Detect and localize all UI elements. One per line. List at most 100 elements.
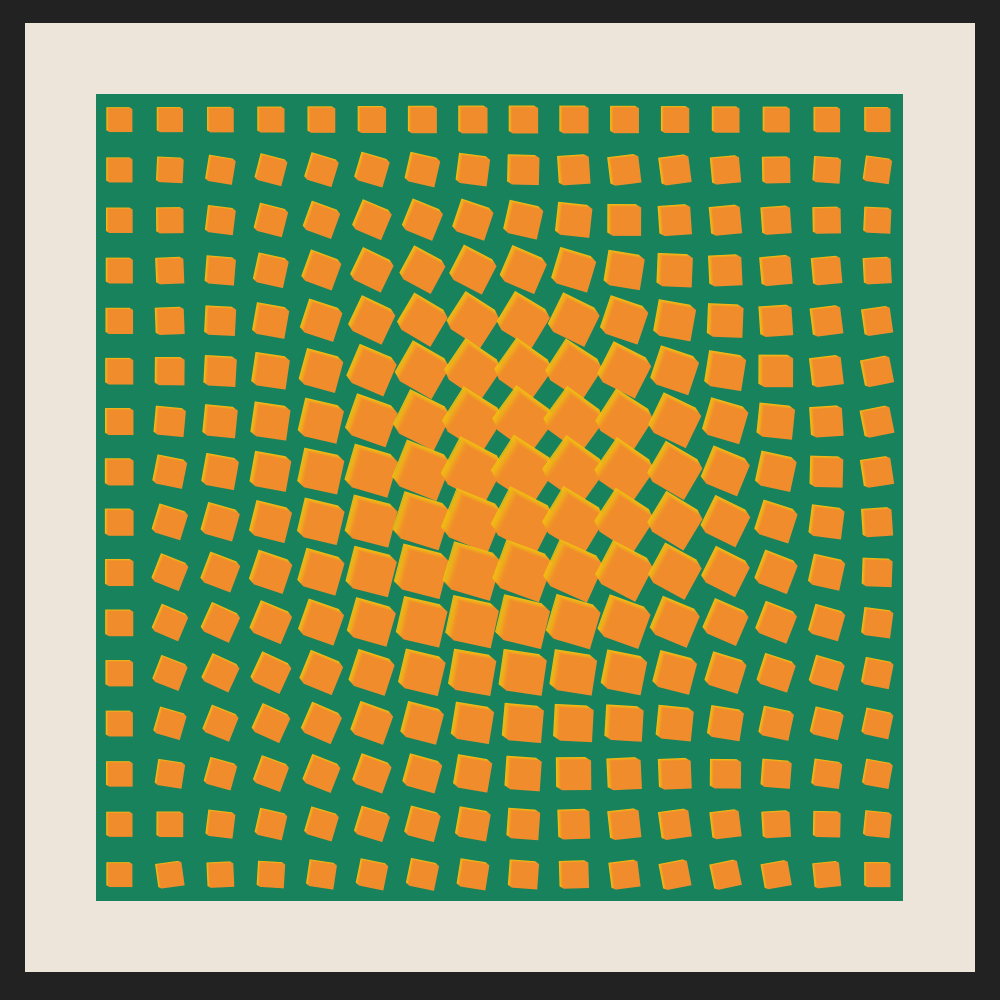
square-layer xyxy=(154,557,189,592)
square-stack xyxy=(702,597,749,647)
square-layer xyxy=(157,761,186,789)
square-stack xyxy=(152,454,188,489)
square-stack xyxy=(508,105,539,134)
square-layer xyxy=(814,761,843,790)
square-stack xyxy=(700,494,751,548)
square-layer xyxy=(408,155,441,188)
square-layer xyxy=(512,107,539,134)
square-layer xyxy=(403,603,448,648)
square-stack xyxy=(346,597,396,647)
square-layer xyxy=(815,158,842,184)
square-stack xyxy=(156,107,184,133)
square-stack xyxy=(106,811,133,837)
square-stack xyxy=(106,207,133,233)
square-stack xyxy=(501,702,544,744)
square-stack xyxy=(754,450,797,493)
square-stack xyxy=(346,343,397,397)
square-stack xyxy=(547,292,600,348)
square-stack xyxy=(151,603,189,642)
square-stack xyxy=(106,862,133,888)
square-stack xyxy=(344,393,398,448)
square-layer xyxy=(811,607,846,642)
square-layer xyxy=(355,203,392,241)
square-stack xyxy=(656,252,693,288)
square-layer xyxy=(713,157,742,185)
square-layer xyxy=(411,108,437,134)
square-stack xyxy=(657,757,692,790)
square-layer xyxy=(662,156,692,186)
square-layer xyxy=(612,861,641,890)
square-stack xyxy=(545,593,601,650)
square-stack xyxy=(543,539,604,603)
square-layer xyxy=(605,301,649,345)
square-layer xyxy=(159,813,184,838)
square-stack xyxy=(595,388,654,452)
square-layer xyxy=(613,108,639,134)
square-layer xyxy=(611,810,642,841)
square-layer xyxy=(303,353,344,393)
square-layer xyxy=(462,107,488,134)
square-stack xyxy=(507,154,540,186)
square-layer xyxy=(711,708,744,742)
square-stack xyxy=(809,305,844,337)
square-stack xyxy=(812,155,842,184)
square-layer xyxy=(108,510,134,536)
square-stack xyxy=(154,758,186,789)
square-layer xyxy=(260,108,285,133)
square-stack xyxy=(754,549,798,595)
square-stack xyxy=(545,338,603,401)
square-layer xyxy=(758,504,798,544)
square-stack xyxy=(647,542,702,600)
square-stack xyxy=(307,106,336,133)
square-layer xyxy=(401,300,448,347)
square-layer xyxy=(353,252,394,293)
square-layer xyxy=(812,557,846,591)
square-stack xyxy=(859,405,895,438)
square-layer xyxy=(864,357,895,388)
square-layer xyxy=(208,811,236,839)
square-stack xyxy=(299,298,343,342)
square-layer xyxy=(109,863,133,888)
square-stack xyxy=(541,485,606,555)
square-layer xyxy=(352,552,397,598)
square-stack xyxy=(653,299,697,342)
square-layer xyxy=(707,403,749,445)
square-stack xyxy=(810,255,843,286)
square-layer xyxy=(108,662,134,687)
square-stack xyxy=(394,340,450,400)
square-layer xyxy=(816,812,841,838)
square-layer xyxy=(865,157,893,185)
square-layer xyxy=(552,300,600,348)
square-stack xyxy=(357,106,387,134)
square-stack xyxy=(301,249,342,291)
square-stack xyxy=(105,609,134,637)
square-stack xyxy=(652,650,698,695)
square-stack xyxy=(549,649,598,696)
square-layer xyxy=(357,155,390,188)
square-layer xyxy=(398,398,452,451)
square-stack xyxy=(862,256,892,285)
square-stack xyxy=(106,107,133,133)
square-stack xyxy=(395,596,448,648)
square-stack xyxy=(156,207,184,234)
square-stack xyxy=(555,757,592,791)
square-stack xyxy=(204,305,237,337)
square-layer xyxy=(456,706,495,745)
square-layer xyxy=(207,358,237,388)
square-layer xyxy=(661,256,693,288)
square-stack xyxy=(709,809,742,840)
square-layer xyxy=(814,257,843,286)
square-stack xyxy=(399,245,446,295)
square-stack xyxy=(608,859,641,890)
square-stack xyxy=(151,553,189,592)
square-stack xyxy=(490,486,555,555)
square-layer xyxy=(108,611,134,637)
square-layer xyxy=(662,760,692,790)
square-layer xyxy=(562,862,590,889)
square-layer xyxy=(158,359,185,386)
square-stack xyxy=(760,758,792,789)
square-stack xyxy=(105,357,134,385)
square-layer xyxy=(456,203,494,241)
square-stack xyxy=(155,860,185,889)
square-stack xyxy=(762,106,790,133)
